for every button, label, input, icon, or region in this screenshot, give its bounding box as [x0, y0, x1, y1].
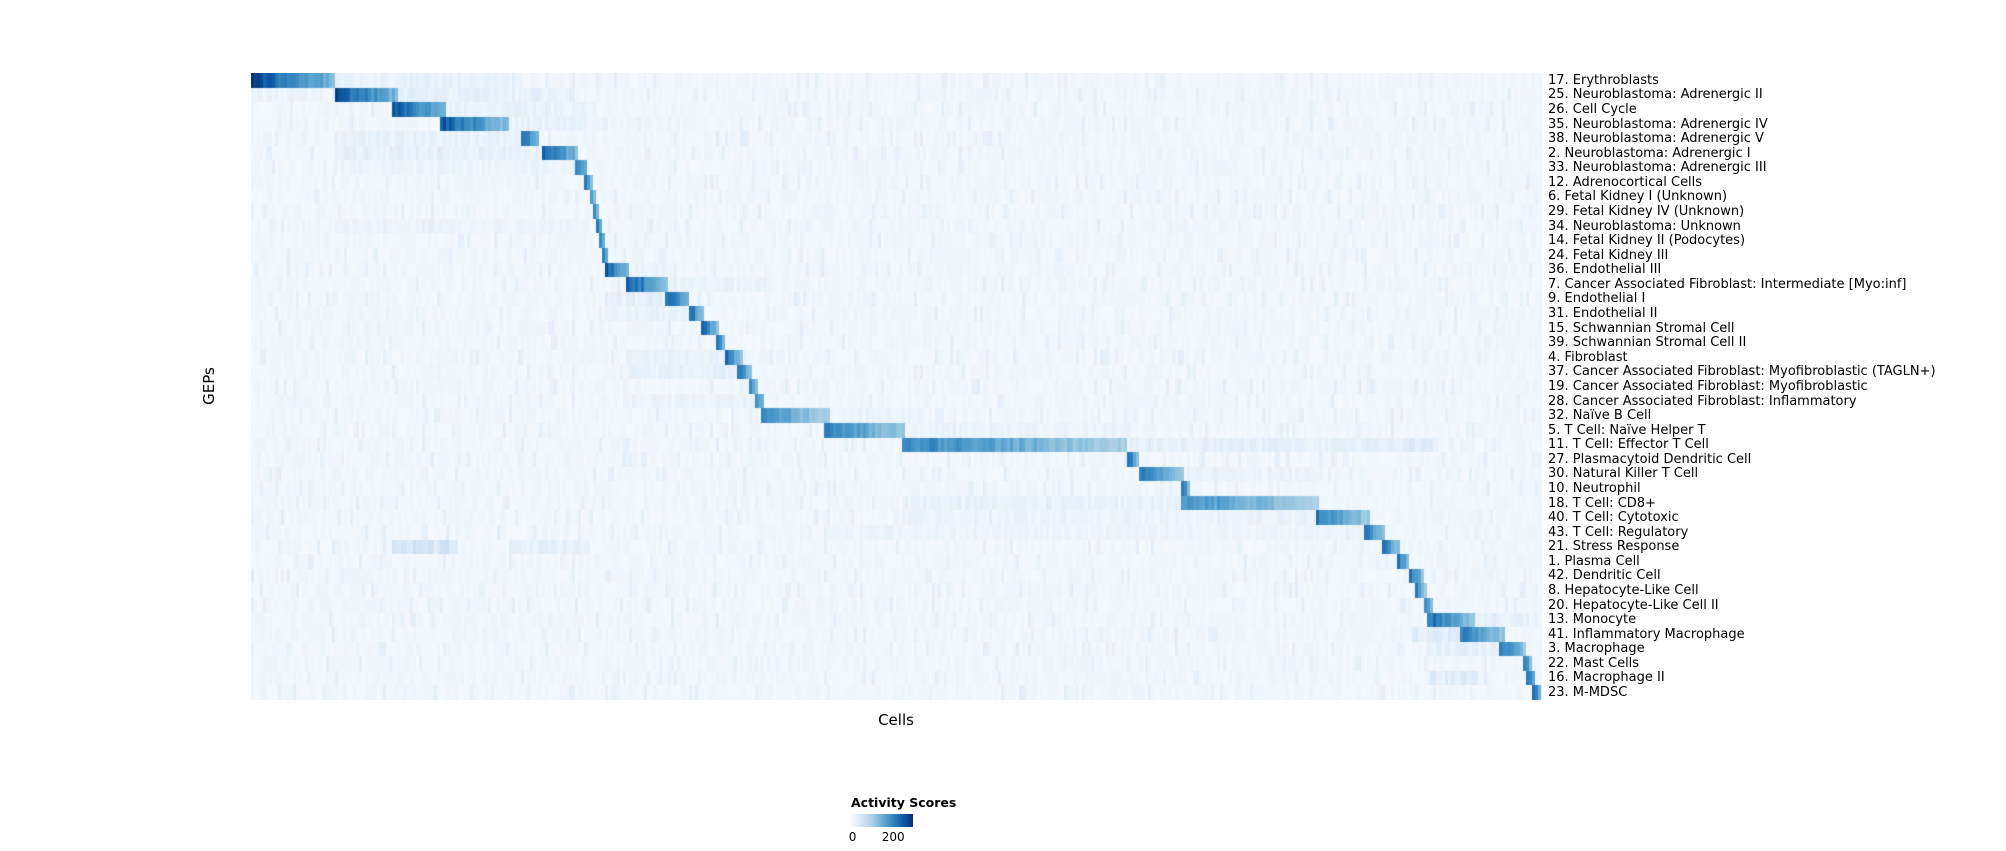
row-label: 9. Endothelial I: [1548, 291, 1646, 307]
row-label: 30. Natural Killer T Cell: [1548, 466, 1699, 482]
row-label: 39. Schwannian Stromal Cell II: [1548, 335, 1747, 351]
row-label: 19. Cancer Associated Fibroblast: Myofib…: [1548, 378, 1868, 394]
heatmap-canvas: [251, 73, 1542, 700]
row-label: 4. Fibroblast: [1548, 349, 1628, 365]
row-label: 43. T Cell: Regulatory: [1548, 524, 1689, 540]
row-label: 42. Dendritic Cell: [1548, 568, 1661, 584]
colorbar-tick-max: 200: [881, 830, 905, 844]
row-label: 17. Erythroblasts: [1548, 72, 1659, 88]
row-label: 22. Mast Cells: [1548, 655, 1640, 671]
colorbar-gradient: [851, 814, 913, 827]
row-label: 35. Neuroblastoma: Adrenergic IV: [1548, 116, 1768, 132]
row-labels: 17. Erythroblasts 25. Neuroblastoma: Adre…: [1548, 73, 1998, 700]
row-label: 5. T Cell: Naïve Helper T: [1548, 422, 1706, 438]
y-axis-label: GEPs: [200, 367, 218, 405]
row-label: 18. T Cell: CD8+: [1548, 495, 1656, 511]
row-label: 16. Macrophage II: [1548, 670, 1665, 686]
row-label: 27. Plasmacytoid Dendritic Cell: [1548, 451, 1752, 467]
row-label: 2. Neuroblastoma: Adrenergic I: [1548, 145, 1751, 161]
row-label: 41. Inflammatory Macrophage: [1548, 626, 1745, 642]
row-label: 11. T Cell: Effector T Cell: [1548, 437, 1709, 453]
row-label: 1. Plasma Cell: [1548, 553, 1640, 569]
row-label: 8. Hepatocyte-Like Cell: [1548, 583, 1699, 599]
row-label: 36. Endothelial III: [1548, 262, 1662, 278]
row-label: 12. Adrenocortical Cells: [1548, 174, 1703, 190]
row-label: 23. M-MDSC: [1548, 685, 1628, 701]
colorbar-ticks: 0 200: [848, 830, 913, 844]
row-label: 31. Endothelial II: [1548, 306, 1658, 322]
row-label: 13. Monocyte: [1548, 612, 1637, 628]
row-label: 38. Neuroblastoma: Adrenergic V: [1548, 131, 1764, 147]
row-label: 14. Fetal Kidney II (Podocytes): [1548, 233, 1746, 249]
row-label: 6. Fetal Kidney I (Unknown): [1548, 189, 1728, 205]
row-label: 37. Cancer Associated Fibroblast: Myofib…: [1548, 364, 1936, 380]
x-axis-label: Cells: [878, 711, 914, 729]
row-label: 3. Macrophage: [1548, 641, 1645, 657]
row-label: 40. T Cell: Cytotoxic: [1548, 510, 1679, 526]
row-label: 28. Cancer Associated Fibroblast: Inflam…: [1548, 393, 1857, 409]
row-label: 21. Stress Response: [1548, 539, 1680, 555]
row-label: 15. Schwannian Stromal Cell: [1548, 320, 1735, 336]
row-label: 29. Fetal Kidney IV (Unknown): [1548, 203, 1745, 219]
row-label: 26. Cell Cycle: [1548, 101, 1637, 117]
row-label: 34. Neuroblastoma: Unknown: [1548, 218, 1741, 234]
row-label: 32. Naïve B Cell: [1548, 408, 1652, 424]
colorbar-title: Activity Scores: [851, 795, 957, 810]
colorbar-legend: Activity Scores 0 200: [848, 795, 991, 844]
row-label: 20. Hepatocyte-Like Cell II: [1548, 597, 1719, 613]
colorbar-tick-min: 0: [848, 830, 857, 844]
row-label: 33. Neuroblastoma: Adrenergic III: [1548, 160, 1767, 176]
row-label: 10. Neutrophil: [1548, 480, 1641, 496]
row-label: 24. Fetal Kidney III: [1548, 247, 1669, 263]
row-label: 7. Cancer Associated Fibroblast: Interme…: [1548, 276, 1907, 292]
row-label: 25. Neuroblastoma: Adrenergic II: [1548, 87, 1763, 103]
